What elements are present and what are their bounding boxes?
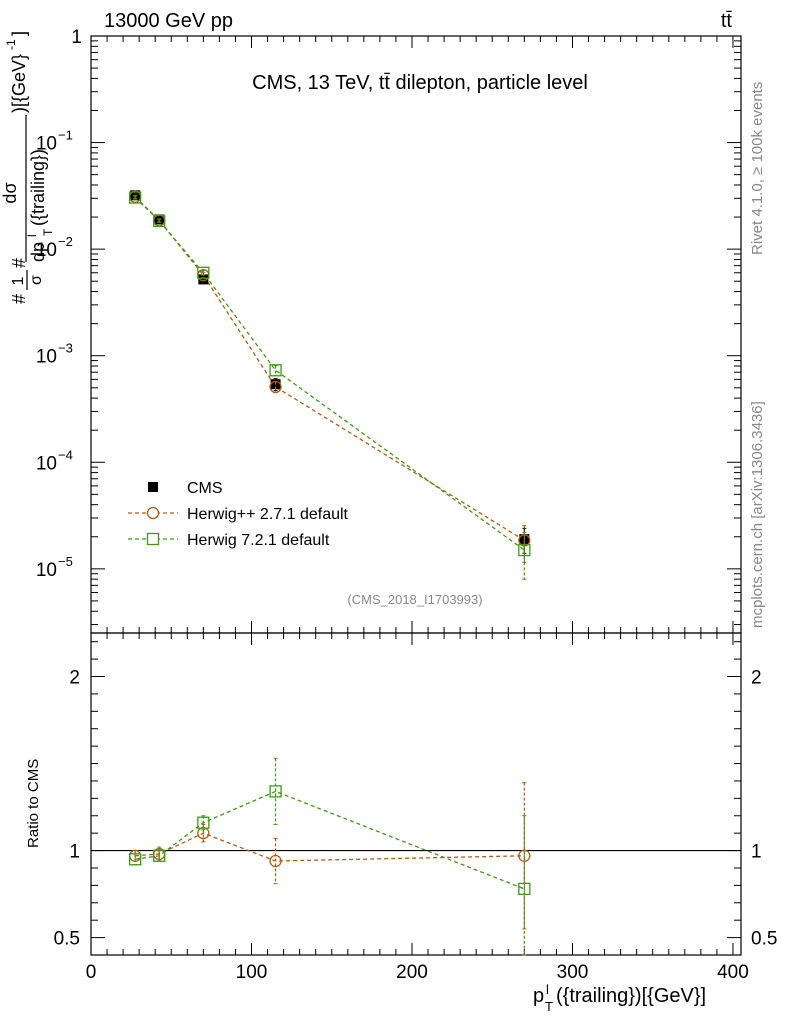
y-tick-label: 10 — [36, 134, 57, 155]
legend: CMS Herwig++ 2.7.1 default Herwig 7.2.1 … — [128, 480, 349, 549]
y-tick-label: 1 — [71, 27, 82, 48]
ratio-y-tick-label-right: 2 — [751, 668, 762, 689]
legend-herwig7-label: Herwig 7.2.1 default — [187, 532, 330, 549]
y-tick-label: 10 — [36, 453, 57, 474]
ylabel-den-sup: l — [25, 234, 39, 237]
ratio-y-axis-label: Ratio to CMS — [25, 759, 42, 848]
ratio-herwig7-point — [269, 785, 282, 798]
y-tick-label: 10 — [36, 347, 57, 368]
legend-cms-marker — [148, 482, 158, 492]
ylabel-unit: )[{GeV} — [9, 54, 29, 113]
x-tick-label: 0 — [86, 962, 97, 983]
header-left: 13000 GeV pp — [104, 10, 233, 32]
main-line-herwig7 — [134, 197, 525, 551]
ylabel-unit-close: ] — [9, 31, 29, 36]
legend-herwigpp-marker — [146, 506, 160, 520]
ratio-line-herwig7 — [135, 790, 525, 890]
ratio-herwig7-point — [128, 853, 142, 866]
herwigpp-point — [269, 380, 282, 394]
herwig7-point — [197, 266, 210, 279]
x-axis-label: p l T ({trailing})[{GeV}] — [533, 982, 706, 1014]
ratio-plot-frame — [90, 632, 742, 956]
mcplots-label: mcplots.cern.ch [arXiv:1306.3436] — [749, 401, 766, 628]
xlabel-sup: l — [546, 982, 549, 997]
herwig7-point — [269, 364, 282, 377]
plot-title: CMS, 13 TeV, tt̄ dilepton, particle leve… — [252, 72, 588, 94]
herwig7-point — [128, 191, 142, 204]
ylabel-unit-exp: -1 — [4, 39, 18, 50]
ratio-y-tick-label: 1 — [69, 842, 80, 863]
xlabel-main: p — [533, 985, 544, 1007]
y-tick-exponent: −4 — [58, 447, 73, 462]
legend-herwigpp-label: Herwig++ 2.7.1 default — [187, 506, 349, 523]
y-tick-exponent: −2 — [58, 234, 73, 249]
header-right: tt̄ — [721, 10, 733, 32]
ratio-herwig7-point — [518, 882, 531, 896]
ylabel-frac2-num: dσ — [0, 182, 20, 203]
ratio-y-tick-label: 0.5 — [54, 929, 80, 950]
x-tick-label: 200 — [396, 962, 428, 983]
legend-herwig7-marker — [146, 532, 160, 546]
analysis-watermark: (CMS_2018_I1703993) — [347, 592, 482, 607]
x-tick-label: 100 — [236, 962, 268, 983]
ylabel-den-tail: ({trailing}) — [28, 149, 48, 226]
data-layer — [128, 190, 531, 956]
herwig7-point — [153, 214, 166, 228]
y-tick-exponent: −3 — [58, 341, 73, 356]
ratio-y-tick-label: 2 — [69, 668, 80, 689]
ylabel-hash-2: # — [9, 258, 29, 268]
ylabel-frac2-den: dp — [28, 242, 48, 262]
herwig7-point — [518, 543, 531, 557]
x-tick-label: 300 — [557, 962, 589, 983]
ratio-line-herwigpp — [135, 832, 525, 862]
cms-data-point — [198, 274, 209, 285]
legend-cms-label: CMS — [187, 480, 223, 497]
ratio-herwig7-point — [197, 816, 210, 829]
ylabel-den-sub: T — [41, 228, 55, 236]
rivet-label: Rivet 4.1.0, ≥ 100k events — [749, 82, 766, 255]
ylabel-hash: # — [9, 294, 29, 304]
ratio-y-tick-label-right: 1 — [751, 842, 762, 863]
y-tick-label: 10 — [36, 240, 57, 261]
ratio-herwig7-point — [153, 849, 166, 862]
xlabel-sub: T — [545, 999, 553, 1014]
y-tick-exponent: −1 — [58, 128, 73, 143]
ratio-y-tick-label-right: 0.5 — [751, 929, 777, 950]
y-tick-exponent: −5 — [58, 554, 73, 569]
x-tick-label: 400 — [717, 962, 749, 983]
ylabel-frac1-num: 1 — [10, 276, 27, 285]
xlabel-tail: ({trailing})[{GeV}] — [556, 985, 706, 1007]
y-tick-label: 10 — [36, 560, 57, 581]
ylabel-frac1-den: σ — [28, 275, 45, 285]
main-y-axis-label: # 1 σ # dσ dp l T ({trailing}) )[{GeV} -… — [0, 31, 55, 304]
ratio-herwigpp-point — [269, 854, 282, 868]
